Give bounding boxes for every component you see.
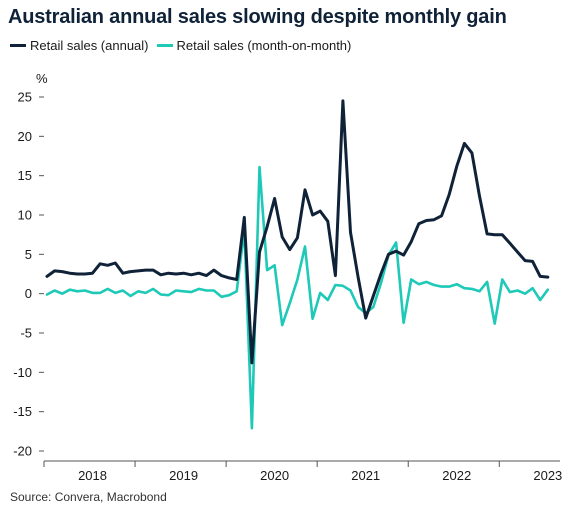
series-line-monthly — [45, 165, 550, 430]
series-line-annual — [45, 99, 550, 365]
y-tick-label: 10 — [18, 208, 32, 223]
x-tick-label: 2020 — [260, 468, 289, 483]
x-tick-label: 2018 — [78, 468, 107, 483]
x-tick-label: 2022 — [442, 468, 471, 483]
y-tick-label: -5 — [20, 326, 32, 341]
x-tick-label: 2021 — [351, 468, 380, 483]
y-axis-unit: % — [36, 71, 48, 86]
legend-label-monthly: Retail sales (month-on-month) — [176, 38, 352, 53]
y-tick-label: 5 — [25, 247, 32, 262]
y-tick-label: 20 — [18, 129, 32, 144]
legend-item-monthly: Retail sales (month-on-month) — [156, 38, 352, 53]
y-tick-label: 25 — [18, 90, 32, 105]
chart-title: Australian annual sales slowing despite … — [8, 6, 507, 28]
y-axis: % 25 20 15 10 5 0 -5 -10 -15 -20 — [13, 71, 48, 459]
x-axis: 2018 2019 2020 2021 2022 2023 — [43, 460, 562, 483]
y-tick-label: 15 — [18, 168, 32, 183]
legend-swatch-annual — [10, 44, 26, 47]
legend-label-annual: Retail sales (annual) — [30, 38, 149, 53]
y-tick-label: -15 — [13, 404, 32, 419]
legend-item-annual: Retail sales (annual) — [10, 38, 149, 53]
x-tick-label: 2019 — [169, 468, 198, 483]
x-tick-label: 2023 — [533, 468, 562, 483]
source-note: Source: Convera, Macrobond — [10, 490, 167, 504]
series-lines — [45, 99, 550, 430]
y-tick-label: -10 — [13, 365, 32, 380]
legend-swatch-monthly — [156, 44, 173, 47]
y-tick-label: -20 — [13, 444, 32, 459]
legend: Retail sales (annual) Retail sales (mont… — [10, 38, 351, 53]
y-tick-label: 0 — [25, 286, 32, 301]
